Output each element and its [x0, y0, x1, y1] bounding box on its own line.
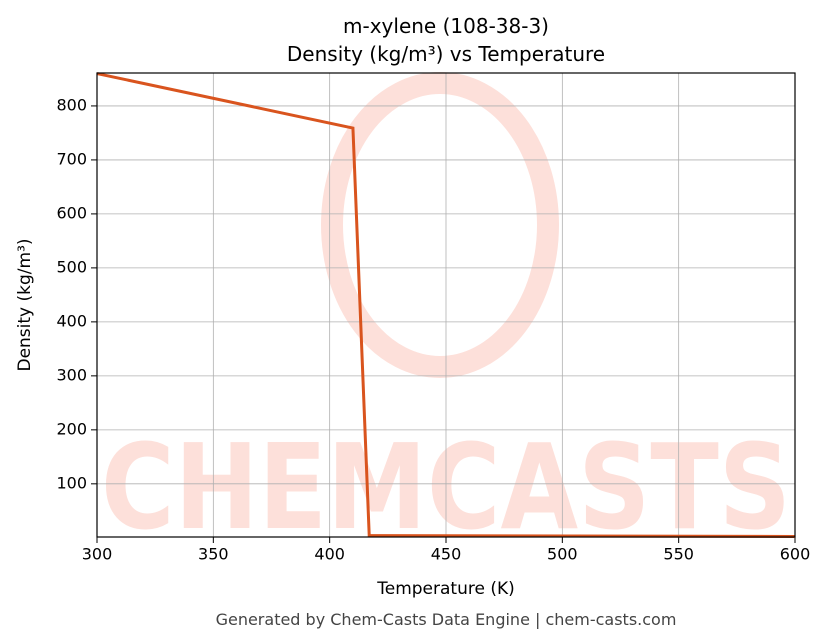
- y-axis-label: Density (kg/m³): [15, 238, 35, 371]
- x-tick-label: 600: [780, 545, 811, 564]
- y-tick-label: 300: [56, 365, 87, 384]
- x-tick-label: 450: [431, 545, 462, 564]
- y-tick-label: 100: [56, 473, 87, 492]
- x-axis-label: Temperature (K): [376, 579, 515, 599]
- x-tick-label: 500: [547, 545, 578, 564]
- plot-frame: [96, 72, 796, 538]
- watermark-logo: [321, 72, 559, 378]
- y-tick-label: 400: [56, 311, 87, 330]
- y-tick-label: 500: [56, 257, 87, 276]
- y-tick-label: 600: [56, 203, 87, 222]
- data-line: [96, 72, 796, 538]
- y-tick-label: 700: [56, 149, 87, 168]
- x-tick-label: 350: [198, 545, 229, 564]
- x-tick-label: 300: [82, 545, 113, 564]
- x-tick-label: 550: [663, 545, 694, 564]
- footer: Generated by Chem-Casts Data Engine | ch…: [216, 610, 677, 629]
- x-tick-label: 400: [314, 545, 345, 564]
- chart-subtitle: Density (kg/m³) vs Temperature: [287, 42, 605, 66]
- y-tick-label: 200: [56, 419, 87, 438]
- chart-title: m-xylene (108-38-3): [343, 14, 549, 38]
- y-tick-label: 800: [56, 95, 87, 114]
